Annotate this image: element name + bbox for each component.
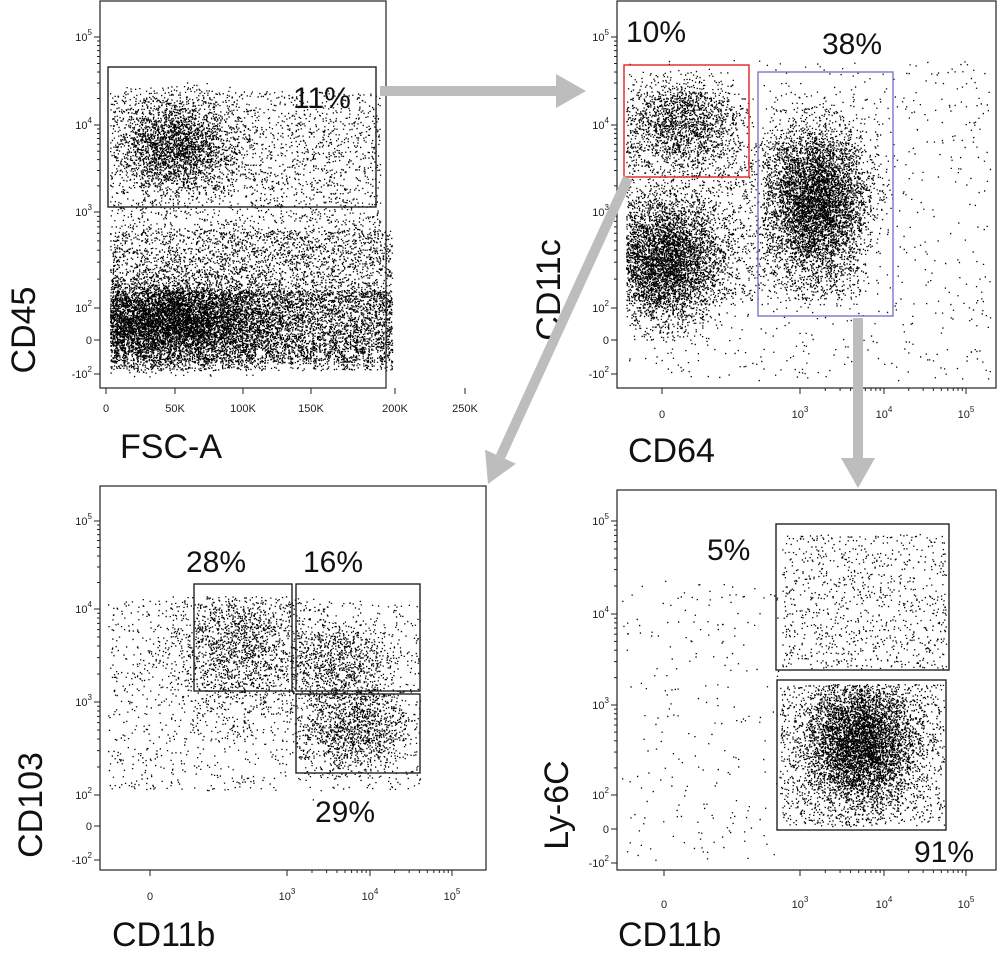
gate-ly6c-high (775, 523, 950, 671)
gate-cd64-positive (757, 71, 894, 317)
x-tick-label-p1-2: 100K (230, 403, 256, 415)
x-tick-label-p3-3: 105 (444, 887, 461, 903)
y-tick-label-p4-0: 105 (592, 512, 609, 528)
x-axis-title-p3: CD11b (112, 916, 215, 953)
y-tick-label-p1-1: 104 (75, 116, 92, 132)
gating-arrows-layer (380, 74, 875, 488)
y-tick-label-p2-4: 0 (603, 335, 609, 347)
labels-layer: 105 104 103 102 0 -102 0 50K 100K 150K 200K 250K FSC… (5, 16, 975, 953)
y-tick-label-p1-5: -102 (72, 365, 93, 381)
x-tick-label-p3-0: 0 (147, 891, 153, 903)
event-dots-p3 (108, 596, 422, 801)
y-tick-label-p1-0: 105 (75, 28, 92, 44)
gate-cd64-positive-percent: 38% (822, 28, 882, 61)
y-tick-label-p3-5: -102 (72, 851, 93, 867)
x-tick-label-p4-1: 103 (792, 895, 809, 911)
gate-cd103-neg-cd11b-pos-percent: 29% (315, 796, 375, 829)
x-tick-label-p2-2: 104 (876, 405, 893, 421)
y-tick-label-p2-3: 102 (592, 299, 609, 315)
scatter-dots-layer (108, 60, 992, 861)
gate-ly6c-high-percent: 5% (707, 534, 750, 567)
event-dots-p1 (110, 82, 394, 378)
gate-cd103-pos-cd11b-neg (193, 583, 293, 692)
y-tick-label-p3-1: 104 (75, 600, 92, 616)
y-tick-label-p3-3: 102 (75, 786, 92, 802)
x-axis-title-p1: FSC-A (120, 428, 222, 466)
y-tick-label-p2-2: 103 (592, 203, 609, 219)
axis-ticks-layer (94, 36, 967, 876)
gates-layer (107, 64, 950, 831)
event-dots-p4 (622, 534, 948, 861)
gate-arrow-p2-to-p4-head (841, 458, 875, 488)
x-tick-label-p2-3: 105 (958, 405, 975, 421)
y-tick-label-p1-4: 0 (86, 335, 92, 347)
y-tick-label-p2-0: 105 (592, 28, 609, 44)
gate-cd45-positive (107, 66, 377, 208)
y-tick-label-p4-3: 102 (592, 786, 609, 802)
x-tick-label-p4-3: 105 (958, 895, 975, 911)
y-tick-label-p1-2: 103 (75, 203, 92, 219)
y-tick-label-p3-4: 0 (86, 821, 92, 833)
gate-cd11c-high (623, 64, 750, 178)
x-axis-title-p4: CD11b (618, 916, 721, 953)
gate-cd103-pos-cd11b-neg-percent: 28% (186, 546, 246, 579)
x-tick-label-p2-0: 0 (659, 409, 665, 421)
x-tick-label-p1-0: 0 (103, 403, 109, 415)
x-axis-title-p2: CD64 (628, 432, 715, 470)
y-tick-label-p4-1: 104 (592, 605, 609, 621)
event-dots-p2 (626, 60, 992, 382)
plot-frame-p4 (616, 489, 997, 871)
y-tick-label-p3-0: 105 (75, 512, 92, 528)
gate-cd103-pos-cd11b-pos-percent: 16% (303, 546, 363, 579)
gate-ly6c-low (776, 679, 947, 831)
gate-ly6c-low-percent: 91% (914, 836, 974, 869)
gate-arrow-p2-to-p3-shaft (495, 175, 633, 459)
y-tick-label-p3-2: 103 (75, 693, 92, 709)
gate-cd103-neg-cd11b-pos (295, 693, 421, 774)
y-axis-title-p4: Ly-6C (538, 760, 576, 849)
y-tick-label-p4-5: -102 (589, 854, 610, 870)
x-tick-label-p3-1: 103 (279, 887, 296, 903)
x-tick-label-p2-1: 103 (792, 405, 809, 421)
y-tick-label-p4-4: 0 (603, 824, 609, 836)
x-tick-label-p1-5: 250K (452, 403, 478, 415)
gate-arrow-p1-to-p2-head (556, 74, 586, 108)
plot-frame-p3 (99, 485, 487, 871)
x-tick-label-p1-3: 150K (298, 403, 324, 415)
x-tick-label-p3-2: 104 (362, 887, 379, 903)
y-axis-title-p3: CD103 (12, 752, 50, 858)
x-tick-label-p4-2: 104 (876, 895, 893, 911)
gate-arrow-p2-to-p3-head (485, 449, 516, 484)
y-tick-label-p4-2: 103 (592, 696, 609, 712)
y-tick-label-p1-3: 102 (75, 299, 92, 315)
x-tick-label-p1-1: 50K (165, 403, 185, 415)
gate-cd103-pos-cd11b-pos (295, 583, 421, 692)
gate-cd45-positive-percent: 11% (293, 82, 351, 115)
y-tick-label-p2-5: -102 (589, 365, 610, 381)
y-axis-title-p1: CD45 (5, 287, 43, 374)
x-tick-label-p4-0: 0 (661, 899, 667, 911)
y-tick-label-p2-1: 104 (592, 116, 609, 132)
x-tick-label-p1-4: 200K (382, 403, 408, 415)
gate-cd11c-high-percent: 10% (626, 16, 686, 49)
